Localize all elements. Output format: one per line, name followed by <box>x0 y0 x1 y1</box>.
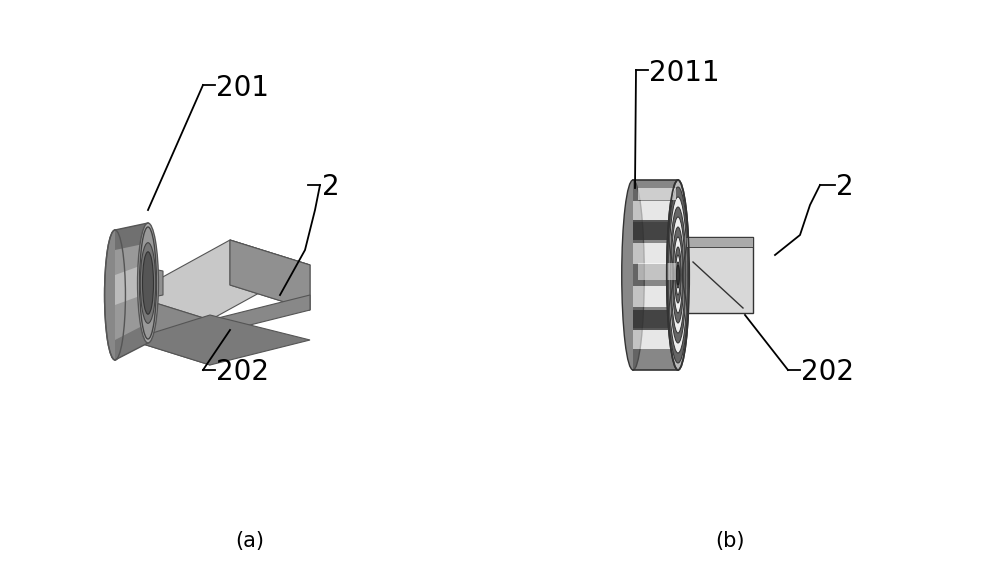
Ellipse shape <box>138 223 158 343</box>
Ellipse shape <box>676 262 680 288</box>
Ellipse shape <box>675 247 681 303</box>
Polygon shape <box>633 201 678 222</box>
Text: (b): (b) <box>715 532 745 551</box>
Ellipse shape <box>140 227 156 339</box>
Text: 2: 2 <box>322 173 340 201</box>
Text: (a): (a) <box>236 532 264 551</box>
Polygon shape <box>210 295 310 335</box>
Polygon shape <box>130 240 310 320</box>
Polygon shape <box>130 315 310 365</box>
Ellipse shape <box>676 255 680 295</box>
Polygon shape <box>638 188 676 200</box>
Ellipse shape <box>622 180 644 370</box>
Polygon shape <box>633 349 678 370</box>
Ellipse shape <box>670 207 686 343</box>
Polygon shape <box>673 237 753 313</box>
Polygon shape <box>633 306 678 328</box>
Ellipse shape <box>668 187 688 363</box>
Polygon shape <box>633 286 678 306</box>
Ellipse shape <box>677 265 679 285</box>
Polygon shape <box>230 240 310 310</box>
Ellipse shape <box>667 180 689 370</box>
Text: 2011: 2011 <box>649 59 720 87</box>
Polygon shape <box>230 240 310 310</box>
Polygon shape <box>115 323 148 360</box>
Polygon shape <box>115 223 148 250</box>
Polygon shape <box>633 310 678 330</box>
Ellipse shape <box>105 230 125 360</box>
Text: 202: 202 <box>216 358 269 386</box>
Polygon shape <box>633 264 678 286</box>
Text: 202: 202 <box>801 358 854 386</box>
Polygon shape <box>130 295 210 365</box>
Polygon shape <box>148 268 163 298</box>
Ellipse shape <box>669 197 687 353</box>
Ellipse shape <box>143 252 154 314</box>
Polygon shape <box>633 243 678 264</box>
Ellipse shape <box>140 242 156 323</box>
Polygon shape <box>633 220 678 240</box>
Polygon shape <box>638 263 676 280</box>
Text: 2: 2 <box>836 173 854 201</box>
Polygon shape <box>633 222 678 243</box>
Ellipse shape <box>672 227 684 323</box>
Text: 201: 201 <box>216 74 269 102</box>
Polygon shape <box>633 328 678 349</box>
Polygon shape <box>115 263 148 305</box>
Polygon shape <box>673 237 753 247</box>
Polygon shape <box>633 180 678 201</box>
Polygon shape <box>115 223 148 360</box>
Ellipse shape <box>671 217 685 333</box>
Ellipse shape <box>674 237 682 313</box>
